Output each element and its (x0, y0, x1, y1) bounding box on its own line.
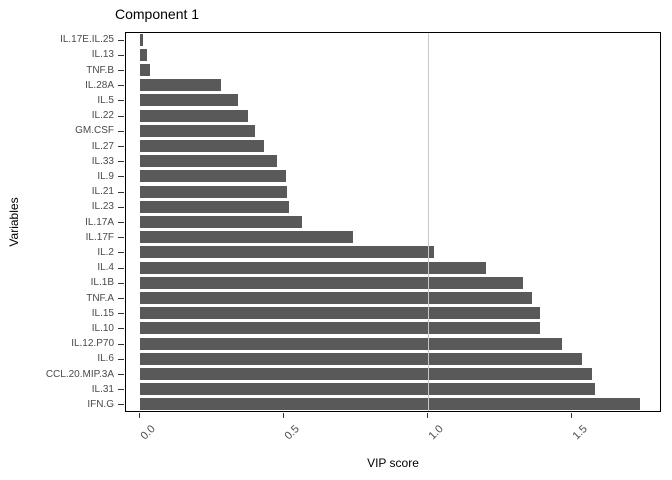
y-tick-label: IL.28A (85, 79, 114, 91)
x-tick-mark (571, 413, 573, 418)
y-tick-label: CCL.20.MIP.3A (45, 368, 114, 380)
bar-IL.13 (140, 48, 147, 61)
y-tick-label: IL.2 (97, 246, 114, 258)
y-tick-mark (118, 237, 124, 239)
bar-IL.21 (140, 185, 288, 198)
reference-line (428, 33, 430, 411)
y-tick-mark (118, 191, 124, 193)
y-tick-mark (118, 206, 124, 208)
bar-IFN.G (140, 398, 640, 411)
y-tick-label: IL.27 (91, 140, 114, 152)
y-tick-mark (118, 389, 124, 391)
bar-IL.1B (140, 276, 524, 289)
x-tick-label: 0.5 (282, 423, 302, 443)
y-axis-title: Variables (7, 197, 21, 247)
bars-layer (126, 33, 660, 411)
y-tick-label: IL.13 (91, 49, 114, 61)
bar-IL.15 (140, 307, 541, 320)
y-tick-mark (118, 176, 124, 178)
y-tick-label: IL.5 (97, 94, 114, 106)
y-tick-mark (118, 358, 124, 360)
bar-IL.27 (140, 140, 265, 152)
plot-panel (125, 32, 661, 412)
bar-IL.9 (140, 170, 286, 183)
y-tick-label: IL.9 (97, 170, 114, 182)
y-tick-label: IL.31 (91, 383, 114, 395)
chart-title: Component 1 (115, 6, 200, 22)
bar-IL.12.P70 (140, 337, 562, 350)
y-tick-mark (118, 343, 124, 345)
x-tick-label: 1.5 (570, 423, 590, 443)
bar-IL.33 (140, 155, 278, 168)
y-tick-mark (118, 161, 124, 163)
y-tick-label: IL.23 (91, 201, 114, 213)
y-tick-label: IFN.G (87, 398, 114, 410)
bar-IL.17A (140, 216, 302, 228)
y-tick-mark (118, 85, 124, 87)
bar-IL.10 (140, 322, 541, 335)
y-tick-mark (118, 267, 124, 269)
bar-IL.23 (140, 200, 289, 213)
y-tick-label: IL.33 (91, 155, 114, 167)
bar-IL.5 (140, 94, 239, 107)
bar-IL.2 (140, 246, 434, 259)
y-tick-label: IL.4 (97, 262, 114, 274)
y-tick-mark (118, 39, 124, 41)
y-tick-mark (118, 252, 124, 254)
bar-TNF.A (140, 292, 532, 304)
y-tick-label: IL.21 (91, 186, 114, 198)
y-tick-label: IL.12.P70 (71, 338, 114, 350)
x-tick-label: 0.0 (138, 423, 158, 443)
y-tick-mark (118, 100, 124, 102)
y-tick-label: TNF.B (86, 64, 114, 76)
bar-IL.17E.IL.25 (140, 33, 144, 46)
y-tick-mark (118, 54, 124, 56)
bar-TNF.B (140, 64, 151, 76)
bar-IL.22 (140, 109, 249, 122)
y-tick-label: IL.17F (85, 231, 114, 243)
y-tick-mark (118, 374, 124, 375)
y-tick-label: IL.17E.IL.25 (60, 34, 114, 46)
x-tick-label: 1.0 (426, 423, 446, 443)
y-tick-mark (118, 130, 124, 132)
y-tick-label: IL.17A (85, 216, 114, 228)
y-tick-label: IL.6 (97, 353, 114, 365)
y-tick-mark (118, 298, 124, 299)
y-tick-label: GM.CSF (75, 125, 114, 137)
x-tick-mark (139, 413, 141, 418)
bar-IL.6 (140, 352, 583, 365)
bar-GM.CSF (140, 124, 256, 137)
y-tick-mark (118, 328, 124, 330)
bar-IL.28A (140, 79, 221, 92)
y-tick-mark (118, 404, 124, 406)
y-tick-label: TNF.A (86, 292, 114, 304)
x-axis-title: VIP score (367, 456, 419, 470)
y-tick-label: IL.22 (91, 110, 114, 122)
y-tick-mark (118, 222, 124, 223)
y-tick-mark (118, 313, 124, 315)
y-tick-label: IL.1B (90, 277, 114, 289)
bar-IL.17F (140, 231, 354, 244)
y-tick-mark (118, 282, 124, 284)
bar-CCL.20.MIP.3A (140, 368, 593, 380)
x-tick-mark (427, 413, 429, 418)
x-tick-mark (283, 413, 285, 418)
y-tick-mark (118, 70, 124, 71)
y-tick-mark (118, 146, 124, 147)
bar-IL.31 (140, 383, 596, 396)
y-tick-label: IL.15 (91, 307, 114, 319)
bar-IL.4 (140, 261, 486, 274)
y-tick-mark (118, 115, 124, 117)
y-tick-label: IL.10 (91, 322, 114, 334)
